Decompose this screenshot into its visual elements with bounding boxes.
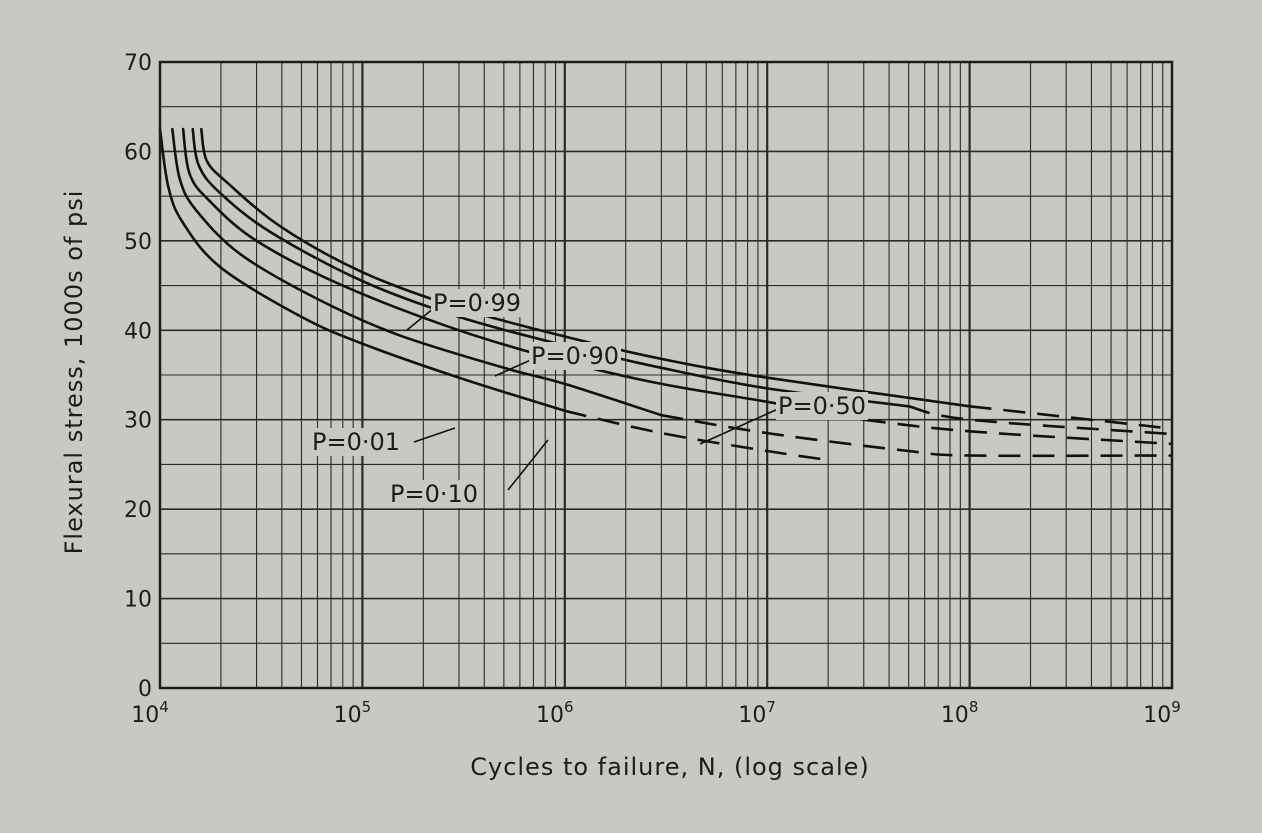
curve-label-leader bbox=[406, 307, 435, 331]
curve-label-leader bbox=[413, 427, 456, 443]
curve-label: P=0·01 bbox=[312, 428, 400, 456]
curve-label-leader bbox=[699, 408, 779, 445]
curve-label-backing bbox=[776, 392, 869, 420]
series-line-dashed-3 bbox=[908, 405, 1173, 436]
curves bbox=[158, 127, 1173, 462]
x-tick-label: 106 bbox=[536, 698, 574, 728]
curve-labels: P=0·01 P=0·10 P=0·50 P=0·90 P=0·99 bbox=[310, 289, 869, 508]
x-tick-label: 109 bbox=[1143, 698, 1181, 728]
x-tick-label: 105 bbox=[334, 698, 372, 728]
curve-label-backing bbox=[310, 428, 403, 456]
tick-labels: 0 10 20 30 40 50 60 70 104 105 106 107 108 109 bbox=[124, 51, 1181, 728]
y-tick-label: 20 bbox=[124, 498, 152, 523]
curve-label-leader bbox=[494, 358, 534, 377]
curve-label: P=0·50 bbox=[778, 392, 866, 420]
series-line-dashed-2 bbox=[863, 418, 1173, 446]
series-line-dashed-1 bbox=[661, 413, 1173, 458]
grid bbox=[160, 61, 1172, 689]
series-line-dashed-4 bbox=[969, 405, 1173, 430]
plot-frame bbox=[158, 60, 1174, 690]
y-tick-label: 40 bbox=[124, 319, 152, 344]
x-tick-label: 104 bbox=[131, 698, 169, 728]
y-tick-label: 50 bbox=[124, 230, 152, 255]
series-line-solid-0 bbox=[158, 127, 567, 413]
y-tick-label: 30 bbox=[124, 409, 152, 434]
y-tick-label: 60 bbox=[124, 140, 152, 165]
series-line-solid-2 bbox=[181, 127, 866, 421]
x-tick-label: 107 bbox=[738, 698, 776, 728]
y-axis-title: Flexural stress, 1000s of psi bbox=[60, 190, 88, 555]
curve-label: P=0·10 bbox=[390, 480, 478, 508]
y-tick-label: 70 bbox=[124, 51, 152, 76]
curve-label: P=0·99 bbox=[433, 289, 521, 317]
x-tick-label: 108 bbox=[941, 698, 979, 728]
y-tick-label: 0 bbox=[138, 677, 152, 702]
curve-label-backing bbox=[529, 342, 622, 370]
x-axis-title: Cycles to failure, N, (log scale) bbox=[470, 753, 870, 781]
curve-label-backing bbox=[388, 480, 481, 508]
y-tick-label: 10 bbox=[124, 588, 152, 613]
curve-label: P=0·90 bbox=[531, 342, 619, 370]
curve-label-backing bbox=[431, 289, 524, 317]
curve-label-leader bbox=[507, 439, 549, 491]
series-line-solid-1 bbox=[171, 127, 663, 417]
